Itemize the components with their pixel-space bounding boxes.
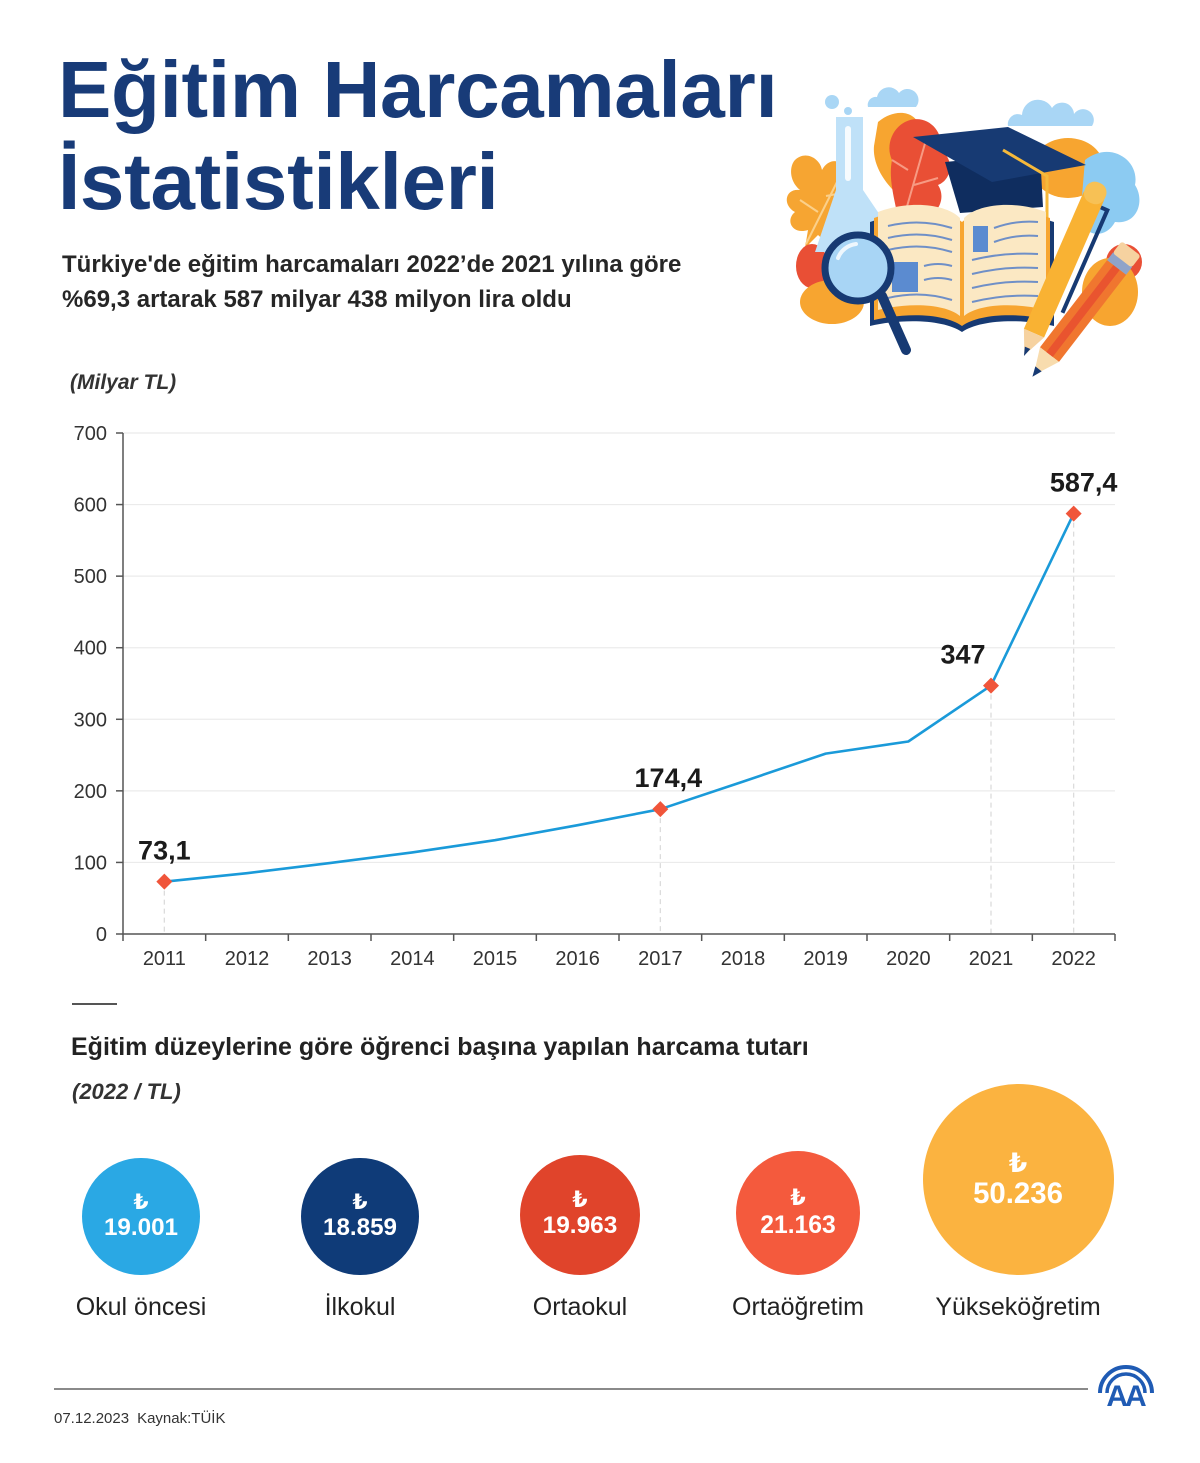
bubble-value: 50.236 <box>973 1176 1063 1210</box>
data-point <box>740 779 746 785</box>
x-tick-label: 2012 <box>225 948 270 970</box>
lira-icon: ₺ <box>133 1190 149 1216</box>
y-tick-label: 500 <box>74 566 107 588</box>
data-label: 587,4 <box>1050 468 1118 498</box>
open-book-icon <box>870 204 1054 332</box>
section-title: Eğitim düzeylerine göre öğrenci başına y… <box>71 1033 809 1061</box>
page-title-line-1: Eğitim Harcamaları <box>58 45 778 134</box>
data-point <box>823 751 829 757</box>
x-tick-label: 2019 <box>803 948 848 970</box>
data-point <box>575 822 581 828</box>
section-divider <box>72 1003 117 1005</box>
page-title-line-2: İstatistikleri <box>58 137 499 226</box>
cloud-icon <box>867 87 1094 126</box>
bubble-circle: ₺ 19.001 <box>82 1157 200 1275</box>
x-tick-label: 2017 <box>638 948 683 970</box>
y-tick-label: 300 <box>74 709 107 731</box>
lira-icon: ₺ <box>1008 1147 1028 1179</box>
bubble-circle: ₺ 50.236 <box>922 1084 1114 1275</box>
x-tick-label: 2015 <box>473 948 518 970</box>
graduation-cap-icon <box>913 127 1086 242</box>
data-point <box>409 849 415 855</box>
logo-text: AA <box>1106 1380 1146 1412</box>
section-unit-label: (2022 / TL) <box>72 1079 181 1104</box>
line-chart: 0 100 200 300 400 500 600 700 2011 2012 2013 2014 20… <box>74 423 1118 970</box>
y-tick-label: 600 <box>74 495 107 517</box>
x-tick-label: 2016 <box>555 948 600 970</box>
data-point-marker <box>1065 505 1082 522</box>
aa-logo: AA <box>1098 1365 1154 1412</box>
x-tick-label: 2020 <box>886 948 931 970</box>
x-tick-label: 2022 <box>1051 948 1096 970</box>
x-tick-label: 2011 <box>143 948 186 970</box>
bubble-label: Ortaokul <box>532 1293 628 1321</box>
bubble-value: 19.001 <box>103 1213 179 1241</box>
lira-icon: ₺ <box>790 1186 806 1212</box>
y-tick-label: 400 <box>74 638 107 660</box>
y-tick-label: 700 <box>74 423 107 445</box>
data-point-marker <box>652 801 669 818</box>
logo-arc-outer <box>1098 1365 1154 1394</box>
chart-unit-label: (Milyar TL) <box>70 371 177 394</box>
bubble-value: 18.859 <box>323 1214 397 1242</box>
bubble-circle: ₺ 19.963 <box>519 1154 641 1275</box>
bubble-dots-icon <box>825 95 852 115</box>
data-point-marker <box>983 677 999 694</box>
bubble-label: Okul öncesi <box>75 1293 207 1321</box>
bubble-circle: ₺ 21.163 <box>736 1151 860 1275</box>
data-line <box>163 512 1075 884</box>
data-point-marker <box>156 873 173 890</box>
education-illustration <box>786 87 1142 377</box>
data-point <box>244 870 250 876</box>
pen-icon <box>1023 181 1110 357</box>
footer: 07.12.2023 Kaynak:TÜİK <box>54 1409 225 1429</box>
subtitle-line-2: %69,3 artarak 587 milyar 438 milyon lira… <box>62 286 572 313</box>
subtitle-line-1: Türkiye'de eğitim harcamaları 2022’de 20… <box>62 251 682 278</box>
data-point <box>492 837 498 843</box>
footer-source: Kaynak:TÜİK <box>137 1410 226 1427</box>
magnifier-icon <box>821 231 911 355</box>
data-label: 347 <box>940 640 985 670</box>
y-tick-label: 200 <box>74 781 107 803</box>
bubble-label: İlkokul <box>324 1293 396 1321</box>
x-tick-label: 2018 <box>721 948 766 970</box>
bubble-label: Yükseköğretim <box>935 1293 1101 1321</box>
page-title: Eğitim Harcamaları İstatistikleri <box>58 44 778 228</box>
y-tick-label: 100 <box>74 852 107 874</box>
footer-divider <box>54 1388 1088 1390</box>
page-subtitle: Türkiye'de eğitim harcamaları 2022’de 20… <box>62 247 681 317</box>
data-point <box>327 860 333 866</box>
data-label: 73,1 <box>138 836 191 866</box>
x-tick-label: 2014 <box>390 948 435 970</box>
y-tick-label: 0 <box>96 924 107 946</box>
lira-icon: ₺ <box>572 1188 588 1214</box>
footer-date: 07.12.2023 <box>54 1410 130 1427</box>
data-point <box>905 738 911 744</box>
data-label: 174,4 <box>635 763 703 793</box>
pencil-icon <box>1032 242 1140 377</box>
bubble-value: 19.963 <box>542 1212 618 1240</box>
flask-icon <box>815 117 905 252</box>
bubble-circle: ₺ 18.859 <box>301 1157 419 1275</box>
bubble-label: Ortaöğretim <box>732 1293 864 1321</box>
x-tick-label: 2021 <box>969 948 1014 970</box>
x-tick-label: 2013 <box>307 948 352 970</box>
bubble-value: 21.163 <box>760 1211 836 1239</box>
logo-arc-inner <box>1105 1372 1147 1394</box>
lira-icon: ₺ <box>352 1190 368 1216</box>
